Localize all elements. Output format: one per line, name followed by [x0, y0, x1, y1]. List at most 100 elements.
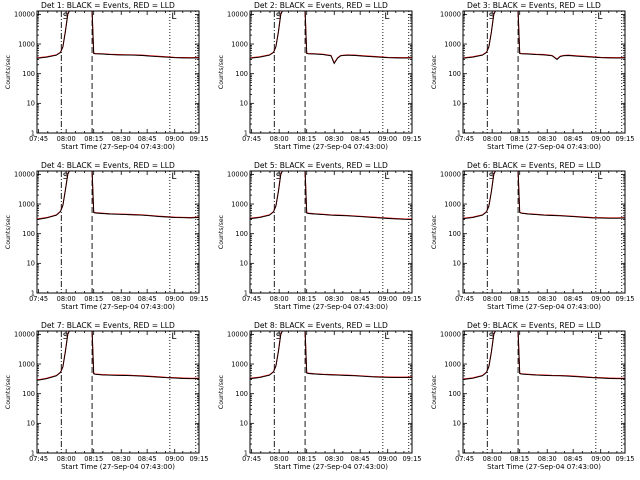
x-tick-label: 08:00	[483, 135, 502, 143]
x-axis: 07:45 08:00 08:15 08:30 08:45 09:00 09:15	[455, 331, 635, 463]
x-tick-label: 08:30	[538, 135, 557, 143]
y-tick-label: 1	[244, 289, 248, 297]
x-tick-label: 07:45	[242, 455, 261, 463]
x-tick-label: 08:30	[325, 135, 344, 143]
x-axis-label: Start Time (27-Sep-04 07:43:00)	[274, 303, 388, 311]
y-tick-label: 10	[453, 420, 461, 428]
events-series-line	[37, 331, 199, 381]
x-tick-label: 09:00	[378, 135, 397, 143]
x-tick-label: 07:45	[455, 135, 474, 143]
panel-title: Det 1: BLACK = Events, RED = LLD	[41, 1, 175, 10]
x-axis: 07:45 08:00 08:15 08:30 08:45 09:00 09:15	[242, 171, 422, 303]
panel-title: Det 2: BLACK = Events, RED = LLD	[254, 1, 388, 10]
x-tick-label: 07:45	[29, 135, 48, 143]
x-tick-label: 09:15	[189, 455, 208, 463]
plot-frame	[249, 170, 413, 294]
panel-title: Det 9: BLACK = Events, RED = LLD	[467, 321, 601, 330]
y-tick-label: 10	[27, 260, 35, 268]
marker-label: L	[597, 12, 602, 22]
y-axis: 1 10 100 1000 10000	[440, 11, 625, 137]
events-series-line	[37, 171, 199, 220]
x-tick-label: 08:45	[138, 295, 157, 303]
events-series-line	[250, 171, 412, 220]
y-axis-label: Counts/sec	[218, 54, 225, 89]
x-tick-label: 09:15	[189, 135, 208, 143]
y-axis: 1 10 100 1000 10000	[227, 11, 412, 137]
y-tick-label: 1	[31, 449, 35, 457]
y-tick-label: 1000	[444, 200, 461, 208]
x-tick-label: 08:45	[138, 455, 157, 463]
y-tick-label: 10	[240, 260, 248, 268]
events-series-line	[250, 331, 412, 380]
x-tick-label: 09:15	[615, 295, 634, 303]
x-tick-label: 08:45	[564, 295, 583, 303]
x-tick-label: 09:00	[165, 455, 184, 463]
y-tick-label: 1000	[444, 360, 461, 368]
detector-panel-7: Det 7: BLACK = Events, RED = LLD 1 10 100 10…	[5, 321, 209, 471]
y-tick-label: 100	[448, 230, 461, 238]
y-tick-label: 10	[27, 420, 35, 428]
y-tick-label: 1000	[18, 40, 35, 48]
y-tick-label: 10000	[440, 11, 461, 19]
x-tick-label: 09:00	[591, 135, 610, 143]
marker-label: L	[171, 172, 176, 182]
y-tick-label: 10000	[440, 171, 461, 179]
x-axis: 07:45 08:00 08:15 08:30 08:45 09:00 09:15	[29, 171, 209, 303]
plot-frame	[249, 10, 413, 134]
y-tick-label: 10	[27, 100, 35, 108]
x-axis-label: Start Time (27-Sep-04 07:43:00)	[487, 463, 601, 471]
y-axis: 1 10 100 1000 10000	[440, 171, 625, 297]
plot-frame	[36, 170, 200, 294]
y-tick-label: 1000	[444, 40, 461, 48]
marker-label: S	[63, 12, 69, 22]
detector-panel-4: Det 4: BLACK = Events, RED = LLD 1 10 100 10…	[5, 161, 209, 311]
x-tick-label: 08:00	[57, 135, 76, 143]
x-tick-label: 09:15	[189, 295, 208, 303]
x-tick-label: 09:00	[165, 135, 184, 143]
panel-title: Det 4: BLACK = Events, RED = LLD	[41, 161, 175, 170]
y-tick-label: 10000	[440, 331, 461, 339]
x-tick-label: 08:15	[297, 135, 316, 143]
marker-label: L	[171, 332, 176, 342]
detector-panel-9: Det 9: BLACK = Events, RED = LLD 1 10 100 10…	[431, 321, 635, 471]
events-series-line	[463, 11, 625, 61]
x-tick-label: 08:30	[325, 455, 344, 463]
x-tick-label: 08:00	[57, 295, 76, 303]
x-axis-label: Start Time (27-Sep-04 07:43:00)	[61, 463, 175, 471]
y-tick-label: 10000	[14, 331, 35, 339]
plot-frame	[36, 330, 200, 454]
y-axis: 1 10 100 1000 10000	[14, 331, 199, 457]
x-tick-label: 08:15	[84, 455, 103, 463]
x-tick-label: 08:30	[112, 455, 131, 463]
x-tick-label: 08:00	[270, 295, 289, 303]
x-tick-label: 08:00	[483, 295, 502, 303]
y-axis: 1 10 100 1000 10000	[227, 331, 412, 457]
y-tick-label: 1000	[18, 200, 35, 208]
x-axis-label: Start Time (27-Sep-04 07:43:00)	[61, 143, 175, 151]
marker-label: S	[489, 172, 495, 182]
x-tick-label: 08:00	[483, 455, 502, 463]
y-axis-label: Counts/sec	[431, 54, 438, 89]
x-tick-label: 07:45	[242, 295, 261, 303]
y-tick-label: 1	[457, 289, 461, 297]
detector-panel-3: Det 3: BLACK = Events, RED = LLD 1 10 100 10…	[431, 1, 635, 151]
x-tick-label: 07:45	[455, 295, 474, 303]
marker-label: L	[384, 332, 389, 342]
x-tick-label: 07:45	[242, 135, 261, 143]
x-tick-label: 09:15	[615, 455, 634, 463]
y-axis: 1 10 100 1000 10000	[227, 171, 412, 297]
x-tick-label: 09:00	[378, 455, 397, 463]
x-tick-label: 09:00	[378, 295, 397, 303]
y-tick-label: 100	[235, 70, 248, 78]
panel-title: Det 5: BLACK = Events, RED = LLD	[254, 161, 388, 170]
x-tick-label: 07:45	[29, 455, 48, 463]
panel-title: Det 6: BLACK = Events, RED = LLD	[467, 161, 601, 170]
x-tick-label: 09:15	[402, 295, 421, 303]
y-tick-label: 10000	[227, 171, 248, 179]
